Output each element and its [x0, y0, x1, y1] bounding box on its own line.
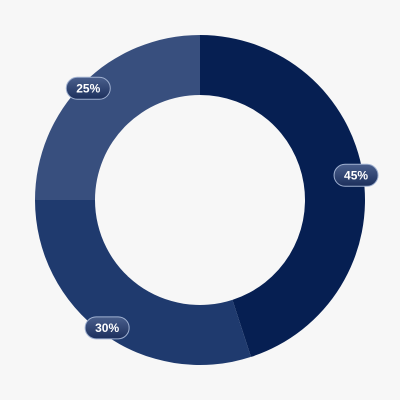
wedge: [35, 200, 251, 365]
wedges: [35, 35, 365, 365]
badge-background: [333, 163, 379, 187]
badge-background: [65, 76, 111, 100]
value-label-badge: 25%: [65, 76, 111, 100]
badge-background: [84, 316, 130, 340]
value-label: 30%: [95, 321, 119, 335]
labels: 45% 30% 25%: [65, 76, 379, 340]
value-label-badge: 30%: [84, 316, 130, 340]
value-label: 25%: [76, 81, 100, 95]
wedge: [200, 35, 365, 357]
wedge: [35, 35, 200, 200]
value-label-badge: 45%: [333, 163, 379, 187]
value-label: 45%: [344, 168, 368, 182]
